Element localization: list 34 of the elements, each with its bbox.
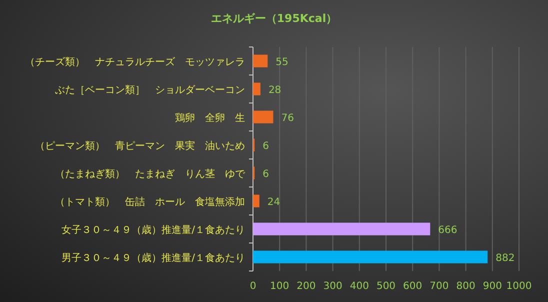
data-label: 6: [262, 169, 269, 180]
x-tick-label: 800: [456, 281, 476, 292]
data-label: 6: [262, 141, 269, 152]
x-tick-label: 300: [323, 281, 342, 292]
bar: [253, 250, 488, 264]
x-tick-label: 700: [430, 281, 449, 292]
y-tick-label: 女子３０～４９（歳）推進量/１食あたり: [62, 224, 245, 236]
data-label: 28: [268, 85, 282, 96]
data-label: 76: [281, 113, 294, 124]
data-label: 882: [496, 253, 515, 264]
x-tick-label: 600: [403, 281, 422, 292]
bar: [253, 54, 268, 68]
x-tick-label: 1000: [506, 281, 532, 292]
y-tick-label: 鶏卵 全卵 生: [175, 112, 245, 124]
x-tick-label: 0: [250, 281, 256, 292]
x-tick-label: 200: [296, 281, 316, 292]
y-tick-label: ぶた［ベーコン類］ ショルダーベーコン: [55, 84, 245, 96]
x-tick-label: 100: [270, 281, 290, 292]
data-label: 24: [267, 197, 280, 208]
y-tick-label: （たまねぎ類） たまねぎ りん茎 ゆで: [55, 168, 246, 180]
x-tick-label: 900: [482, 281, 502, 292]
data-label: 55: [276, 57, 288, 68]
x-tick-label: 400: [350, 281, 369, 292]
bar: [253, 82, 260, 96]
y-tick-label: 男子３０～４９（歳）推進量/１食あたり: [62, 252, 245, 264]
bar: [253, 222, 430, 236]
x-tick-label: 500: [376, 281, 396, 292]
y-tick-label: （トマト類） 缶詰 ホール 食塩無添加: [55, 196, 245, 208]
bar: [253, 110, 274, 124]
chart-title: エネルギー（195Kcal）: [210, 12, 338, 25]
y-tick-label: （チーズ類） ナチュラルチーズ モッツァレラ: [25, 56, 245, 68]
y-tick-label: （ピーマン類） 青ピーマン 果実 油いため: [35, 140, 245, 152]
bar: [253, 194, 260, 208]
data-label: 666: [438, 225, 458, 236]
